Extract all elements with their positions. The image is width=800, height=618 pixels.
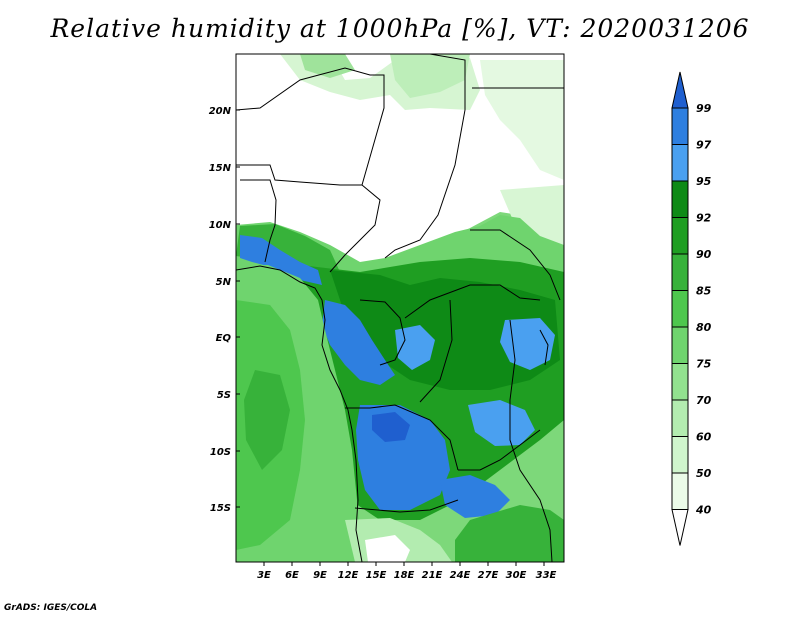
field-dry-north [236,54,564,268]
lon-label: 33E [536,570,557,581]
lat-ticks [236,109,240,508]
colorbar-label: 90 [696,248,712,261]
field-blue-west [322,300,395,385]
colorbar-segment [671,107,689,145]
colorbar-label: 85 [696,285,712,298]
lon-label: 9E [313,570,327,581]
lat-axis: 20N 15N 10N 5N EQ 5S 10S 15S [209,106,232,514]
lon-label: 12E [338,570,359,581]
colorbar-segment [671,326,689,364]
colorbar-label: 50 [696,467,712,480]
lat-label: 15N [209,163,232,174]
colorbar-bottom-arrow [671,509,689,546]
lat-label: 10S [210,447,231,458]
colorbar-segment [671,472,689,510]
colorbar-label: 80 [696,321,712,334]
colorbar-label: 40 [695,504,712,517]
colorbar-label: 95 [696,175,712,188]
credit-label: GrADS: IGES/COLA [4,603,98,613]
colorbar-segment [671,253,689,291]
lat-label: 5S [217,390,231,401]
colorbar-label: 70 [696,394,712,407]
colorbar-segment [671,363,689,401]
lon-label: 3E [257,570,271,581]
colorbar-segment [671,399,689,437]
colorbar-label: 75 [696,358,712,371]
lon-label: 27E [478,570,499,581]
colorbar: 99 97 95 92 90 85 80 75 70 60 50 40 [671,71,712,546]
colorbar-label: 97 [696,139,712,152]
lon-label: 30E [506,570,527,581]
colorbar-label: 60 [696,431,712,444]
lon-ticks [263,562,545,566]
colorbar-segment [671,436,689,474]
lon-label: 18E [394,570,415,581]
lon-axis: 3E 6E 9E 12E 15E 18E 21E 24E 27E 30E 33E [257,570,556,581]
lat-label: 20N [209,106,232,117]
lat-label: 15S [210,503,231,514]
lon-label: 6E [285,570,299,581]
colorbar-segment [671,144,689,182]
colorbar-segment [671,290,689,328]
colorbar-label: 99 [696,102,712,115]
field-blue-coast [240,235,322,285]
chart-title: Relative humidity at 1000hPa [%], VT: 20… [50,14,750,43]
lon-label: 24E [450,570,471,581]
lat-label: 10N [209,220,232,231]
colorbar-label: 92 [696,212,712,225]
map-frame [235,53,565,563]
colorbar-segment [671,217,689,255]
lon-label: 21E [422,570,443,581]
borders [236,54,564,562]
colorbar-segment [671,180,689,218]
humidity-field [236,54,564,562]
lat-label: 5N [216,277,232,288]
colorbar-top-arrow [671,71,689,109]
lat-label: EQ [216,333,232,344]
lon-label: 15E [366,570,387,581]
